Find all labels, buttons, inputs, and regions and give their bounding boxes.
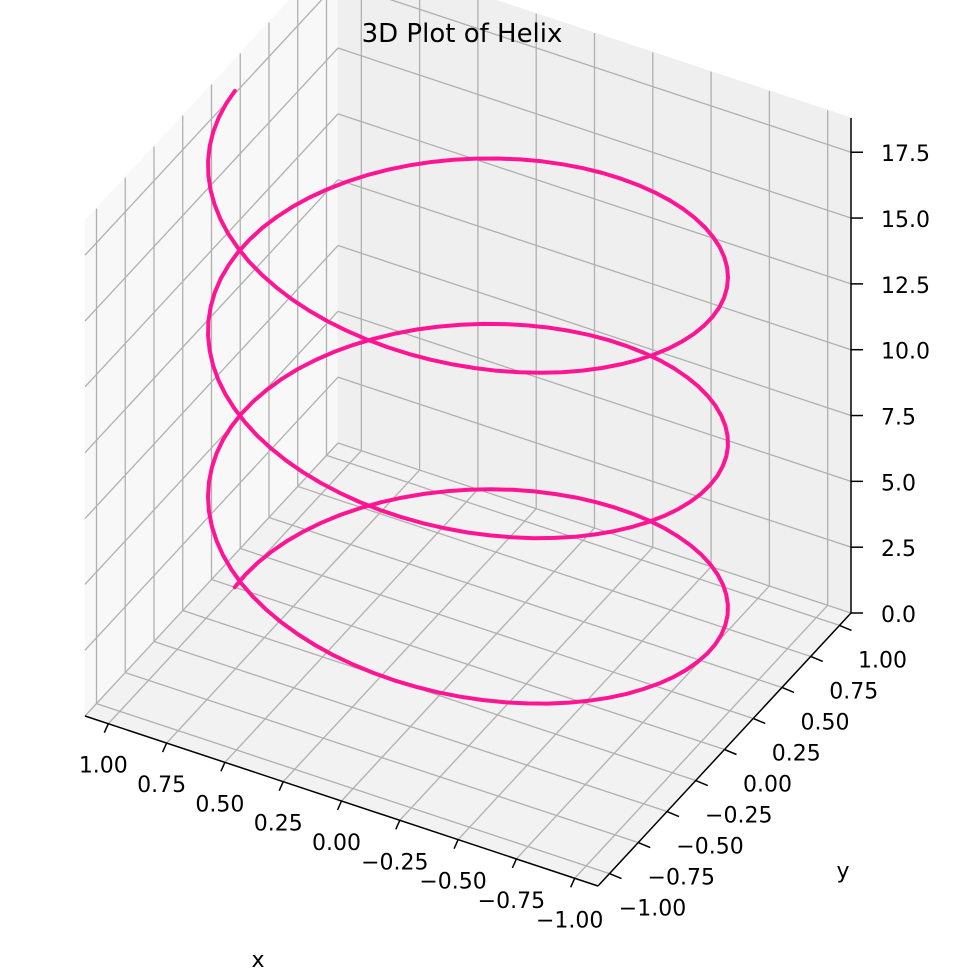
x-tick-label: −1.00 (536, 908, 603, 933)
y-gridline (268, 516, 783, 689)
helix-series-line (206, 88, 730, 706)
y-tick-mark (781, 686, 795, 694)
tick-labels: −1.00−0.75−0.50−0.250.000.250.500.751.00… (79, 142, 930, 933)
z-gridline (84, 0, 323, 256)
x-tick-mark (161, 742, 168, 753)
z-tick-label: 10.0 (881, 340, 930, 365)
z-tick-label: 2.5 (881, 537, 916, 562)
z-gridline (84, 179, 339, 454)
z-tick-label: 0.0 (881, 603, 916, 628)
z-gridline (337, 310, 852, 482)
y-gridline (240, 547, 754, 720)
z-gridline (337, 244, 852, 417)
x-tick-label: −0.25 (361, 850, 428, 875)
z-gridline (337, 113, 852, 285)
x-tick-mark (278, 781, 284, 791)
y-tick-label: 1.00 (858, 648, 907, 673)
z-tick-label: 5.0 (881, 471, 916, 496)
z-gridline (84, 310, 339, 585)
x-tick-label: −0.50 (419, 870, 486, 895)
y-gridline (326, 454, 840, 627)
y-tick-label: 0.50 (801, 710, 850, 735)
y-tick-label: −1.00 (619, 897, 686, 922)
x-tick-label: 0.25 (254, 812, 303, 837)
x-tick-mark (569, 877, 576, 888)
z-gridline (337, 47, 852, 219)
z-gridline (337, 179, 852, 351)
y-tick-mark (724, 748, 737, 756)
x-tick-mark (220, 762, 226, 772)
x-tick-mark (336, 800, 343, 811)
z-tick-label: 7.5 (881, 406, 916, 431)
x-tick-mark (103, 723, 110, 734)
y-tick-label: 0.00 (743, 773, 792, 798)
x-tick-mark (453, 839, 459, 849)
y-tick-label: 0.25 (772, 741, 821, 766)
y-gridline (153, 640, 668, 813)
z-tick-label: 17.5 (881, 142, 930, 167)
x-tick-label: 0.50 (195, 792, 244, 817)
y-gridline (182, 609, 696, 782)
chart-title: 3D Plot of Helix (362, 19, 563, 49)
series-layer (206, 88, 730, 706)
x-tick-label: 0.00 (312, 831, 361, 856)
y-tick-mark (637, 841, 651, 849)
y-tick-label: 0.75 (829, 679, 878, 704)
z-gridline (84, 245, 339, 519)
z-gridline (337, 376, 852, 548)
y-tick-mark (695, 779, 709, 787)
x-tick-label: −0.75 (478, 889, 545, 914)
y-gridline (96, 702, 610, 875)
y-gridline (211, 578, 725, 751)
y-tick-mark (609, 872, 622, 880)
z-tick-label: 12.5 (881, 274, 930, 299)
x-tick-mark (511, 858, 518, 869)
x-tick-mark (395, 820, 401, 830)
y-tick-label: −0.25 (705, 804, 772, 829)
x-tick-label: 1.00 (79, 754, 128, 779)
y-tick-mark (839, 624, 852, 632)
x-tick-label: 0.75 (137, 773, 186, 798)
y-tick-mark (666, 810, 680, 818)
y-axis-label: y (836, 859, 849, 884)
z-gridline (84, 442, 339, 717)
x-axis-label: x (251, 948, 264, 968)
y-tick-label: −0.75 (648, 866, 715, 891)
axis-lines (84, 118, 863, 888)
y-tick-mark (752, 717, 766, 725)
y-tick-mark (810, 655, 824, 663)
y-tick-label: −0.50 (676, 835, 743, 860)
z-gridline (389, 0, 852, 153)
z-tick-label: 15.0 (881, 208, 930, 233)
z-gridline (84, 376, 339, 651)
z-gridline (84, 113, 339, 388)
y-gridline (125, 671, 639, 844)
z-gridline (337, 442, 852, 614)
